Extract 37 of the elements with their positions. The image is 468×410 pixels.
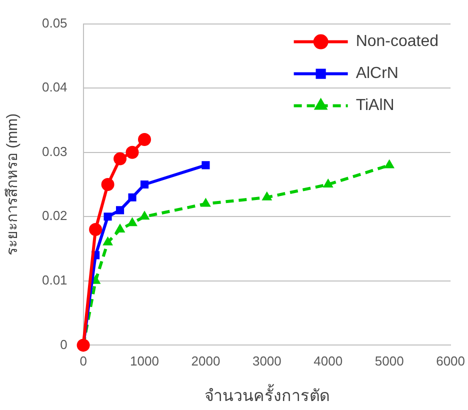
point xyxy=(200,198,211,207)
point xyxy=(140,180,149,189)
point xyxy=(76,338,90,352)
y-tick-label: 0.03 xyxy=(42,144,68,159)
point xyxy=(115,224,125,232)
y-tick-label: 0.04 xyxy=(42,80,68,95)
x-tick-label: 5000 xyxy=(374,354,404,369)
point xyxy=(104,212,112,221)
point xyxy=(114,152,127,166)
point xyxy=(323,179,333,188)
x-axis-title: จำนวนครั้งการตัด xyxy=(204,384,330,405)
x-tick-label: 3000 xyxy=(252,354,282,369)
point xyxy=(140,211,150,220)
point xyxy=(127,218,138,226)
y-tick-label: 0 xyxy=(60,336,68,352)
point xyxy=(101,178,114,191)
point xyxy=(384,160,394,168)
y-tick-label: 0.02 xyxy=(42,208,68,224)
point xyxy=(126,146,139,159)
x-tick-label: 0 xyxy=(80,354,87,369)
point xyxy=(202,161,210,170)
point xyxy=(89,222,102,236)
point xyxy=(116,206,124,214)
point xyxy=(262,192,272,200)
point xyxy=(138,133,152,146)
legend-label: Non-coated xyxy=(356,33,439,50)
point xyxy=(102,236,113,246)
y-axis-title: ระยะการสึกหรอ (mm) xyxy=(4,113,22,256)
legend-label: AlCrN xyxy=(356,65,398,82)
x-tick-label: 6000 xyxy=(436,354,465,369)
point xyxy=(128,193,136,202)
x-tick-label: 1000 xyxy=(130,354,159,369)
y-tick-label: 0.05 xyxy=(42,15,68,30)
legend-label: TiAlN xyxy=(356,97,394,114)
x-tick-label: 4000 xyxy=(314,354,343,369)
x-tick-label: 2000 xyxy=(191,354,220,369)
y-tick-label: 0.01 xyxy=(42,272,68,288)
